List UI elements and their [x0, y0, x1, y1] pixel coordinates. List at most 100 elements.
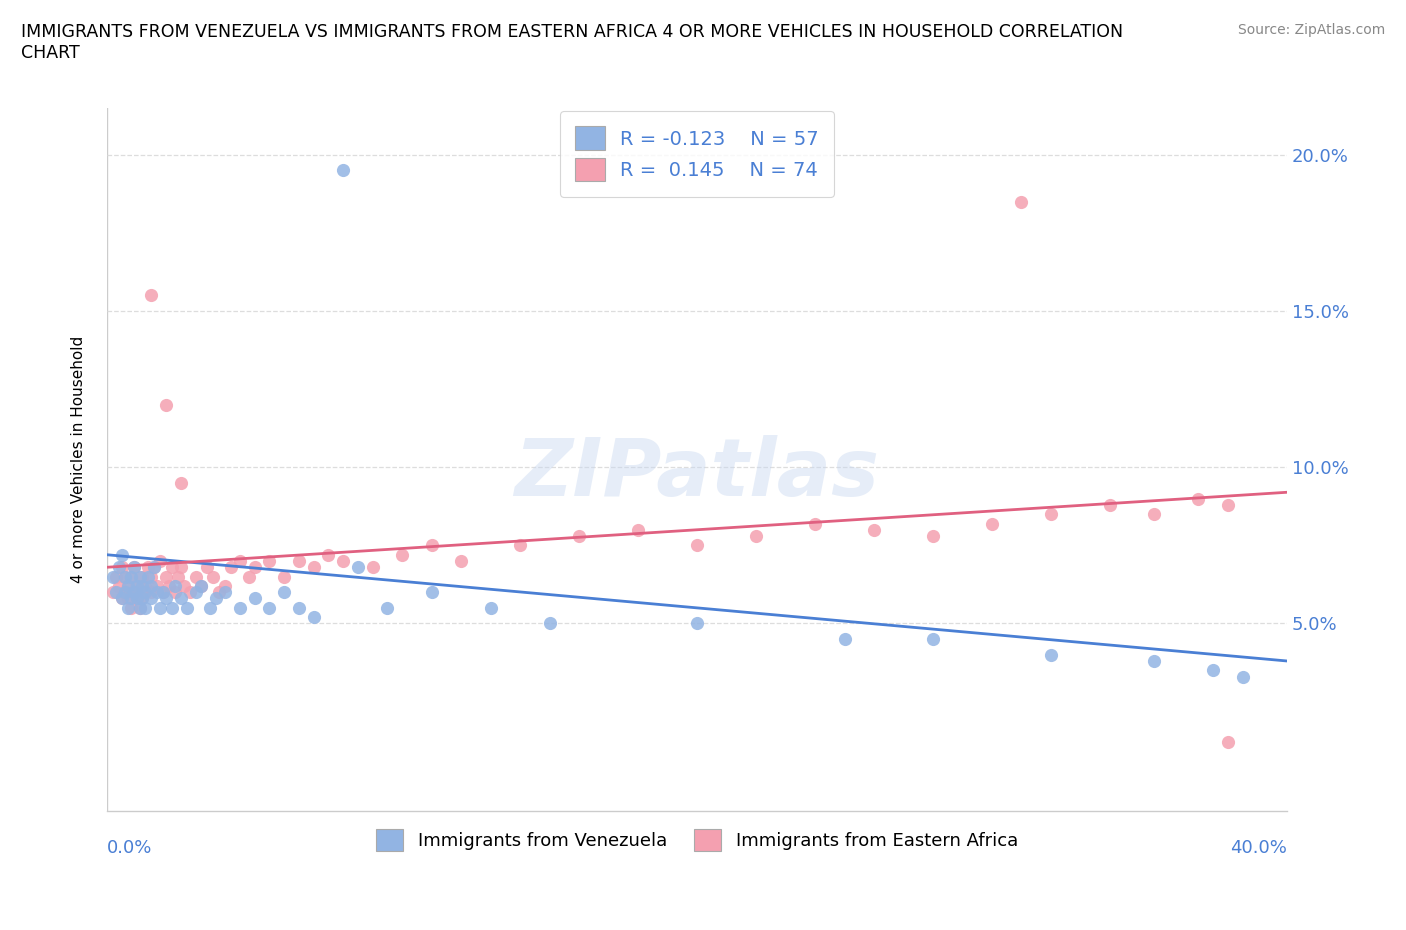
Point: [273, 569, 295, 584]
Point: [1011, 194, 1033, 209]
Point: [120, 569, 142, 584]
Point: [114, 585, 136, 600]
Point: [420, 585, 443, 600]
Point: [184, 569, 207, 584]
Point: [288, 601, 311, 616]
Point: [122, 585, 145, 600]
Point: [205, 591, 228, 606]
Point: [146, 585, 169, 600]
Point: [238, 569, 260, 584]
Point: [128, 569, 150, 584]
Point: [229, 553, 252, 568]
Y-axis label: 4 or more Vehicles in Household: 4 or more Vehicles in Household: [72, 336, 86, 583]
Text: 0.0%: 0.0%: [107, 839, 152, 857]
Point: [111, 548, 134, 563]
Point: [288, 553, 311, 568]
Point: [318, 548, 340, 563]
Point: [120, 601, 142, 616]
Point: [538, 616, 561, 631]
Point: [149, 601, 172, 616]
Point: [834, 631, 856, 646]
Point: [804, 516, 827, 531]
Point: [108, 578, 131, 593]
Point: [375, 601, 398, 616]
Point: [131, 578, 153, 593]
Point: [1143, 654, 1166, 669]
Text: Source: ZipAtlas.com: Source: ZipAtlas.com: [1237, 23, 1385, 37]
Point: [627, 523, 650, 538]
Point: [922, 528, 945, 543]
Point: [134, 578, 156, 593]
Point: [170, 591, 193, 606]
Point: [259, 553, 281, 568]
Legend: Immigrants from Venezuela, Immigrants from Eastern Africa: Immigrants from Venezuela, Immigrants fr…: [368, 822, 1025, 858]
Point: [111, 591, 134, 606]
Point: [120, 591, 142, 606]
Point: [568, 528, 591, 543]
Point: [981, 516, 1004, 531]
Point: [117, 591, 139, 606]
Point: [922, 631, 945, 646]
Point: [200, 601, 222, 616]
Point: [122, 585, 145, 600]
Point: [420, 538, 443, 552]
Point: [114, 569, 136, 584]
Point: [163, 585, 186, 600]
Point: [104, 585, 127, 600]
Point: [141, 585, 163, 600]
Point: [141, 288, 163, 303]
Point: [1039, 647, 1062, 662]
Point: [214, 585, 236, 600]
Point: [143, 560, 166, 575]
Point: [195, 560, 218, 575]
Point: [111, 560, 134, 575]
Point: [122, 560, 145, 575]
Point: [229, 601, 252, 616]
Point: [243, 560, 266, 575]
Point: [125, 578, 148, 593]
Point: [155, 397, 177, 412]
Point: [138, 569, 160, 584]
Point: [509, 538, 531, 552]
Point: [243, 591, 266, 606]
Point: [157, 578, 180, 593]
Point: [131, 591, 153, 606]
Point: [1143, 507, 1166, 522]
Point: [332, 163, 354, 178]
Point: [114, 569, 136, 584]
Point: [302, 560, 325, 575]
Point: [184, 585, 207, 600]
Point: [167, 569, 190, 584]
Point: [332, 553, 354, 568]
Point: [125, 578, 148, 593]
Point: [170, 560, 193, 575]
Point: [745, 528, 768, 543]
Point: [479, 601, 502, 616]
Point: [152, 585, 174, 600]
Point: [120, 569, 142, 584]
Point: [146, 578, 169, 593]
Point: [125, 591, 148, 606]
Point: [134, 601, 156, 616]
Point: [686, 538, 709, 552]
Point: [163, 578, 186, 593]
Point: [160, 601, 183, 616]
Point: [170, 475, 193, 490]
Point: [202, 569, 225, 584]
Point: [208, 585, 231, 600]
Point: [104, 569, 127, 584]
Point: [125, 591, 148, 606]
Point: [141, 569, 163, 584]
Point: [138, 560, 160, 575]
Point: [117, 578, 139, 593]
Point: [128, 601, 150, 616]
Point: [179, 585, 201, 600]
Text: IMMIGRANTS FROM VENEZUELA VS IMMIGRANTS FROM EASTERN AFRICA 4 OR MORE VEHICLES I: IMMIGRANTS FROM VENEZUELA VS IMMIGRANTS …: [21, 23, 1123, 62]
Point: [1039, 507, 1062, 522]
Text: 40.0%: 40.0%: [1230, 839, 1286, 857]
Point: [111, 591, 134, 606]
Point: [361, 560, 384, 575]
Point: [134, 585, 156, 600]
Point: [152, 585, 174, 600]
Point: [863, 523, 886, 538]
